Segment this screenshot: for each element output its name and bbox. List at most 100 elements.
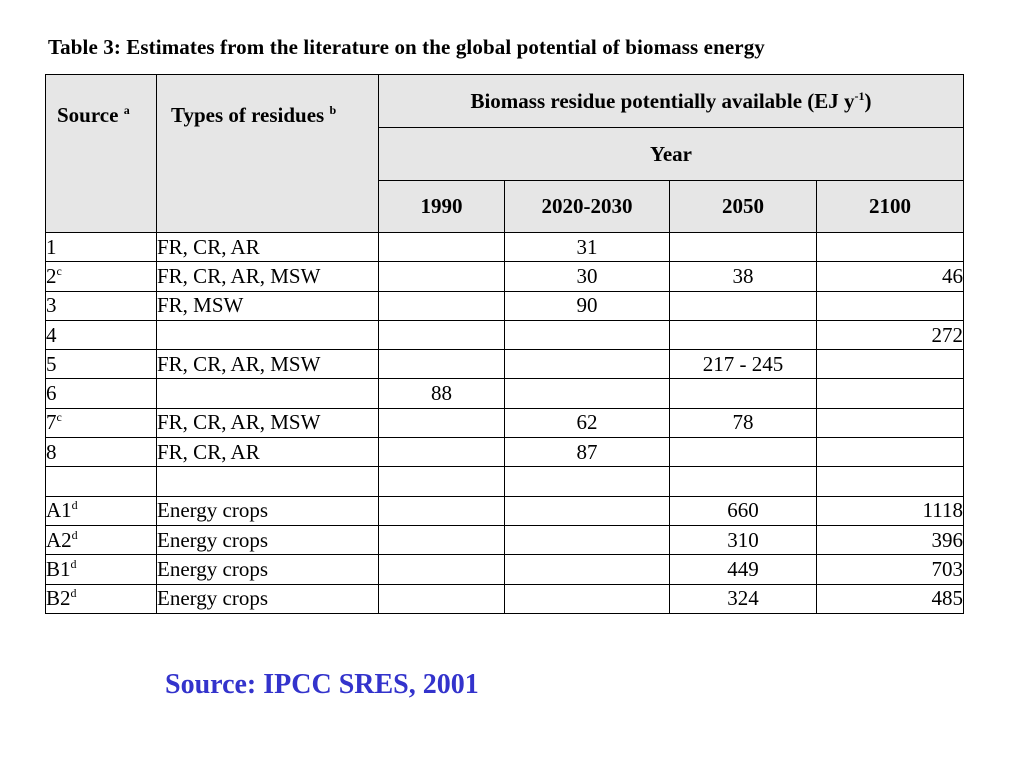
table-row: A1d Energy crops 660 1118 xyxy=(45,495,964,526)
cell-2020-2030 xyxy=(504,466,670,497)
header-biomass-sup: -1 xyxy=(854,88,865,103)
cell-types: FR, CR, AR xyxy=(156,437,379,468)
header-source-label: Source xyxy=(57,103,119,127)
cell-source: 2c xyxy=(45,261,157,292)
table-row: 1 FR, CR, AR 31 xyxy=(45,231,964,263)
cell-types: FR, CR, AR, MSW xyxy=(156,261,379,292)
cell-2020-2030 xyxy=(504,495,670,526)
cell-2100: 703 xyxy=(816,554,964,585)
header-biomass-label: Biomass residue potentially available (E… xyxy=(470,88,855,113)
cell-source: 7c xyxy=(45,407,157,439)
cell-source-sup: d xyxy=(71,527,78,542)
cell-source: 8 xyxy=(45,437,157,468)
table-row: 7c FR, CR, AR, MSW 62 78 xyxy=(45,407,964,439)
header-biomass-close: ) xyxy=(864,88,872,113)
cell-source-sup: d xyxy=(70,556,77,571)
cell-2100: 272 xyxy=(816,319,964,351)
cell-2020-2030: 90 xyxy=(504,290,670,321)
table-row: 2c FR, CR, AR, MSW 30 38 46 xyxy=(45,261,964,292)
cell-1990 xyxy=(378,466,505,497)
cell-source: 5 xyxy=(45,349,157,380)
cell-source-label: A1 xyxy=(46,498,72,523)
header-year-2050: 2050 xyxy=(669,180,817,233)
cell-1990 xyxy=(378,554,505,585)
cell-2020-2030 xyxy=(504,349,670,380)
cell-types: FR, CR, AR, MSW xyxy=(156,349,379,380)
cell-2050: 449 xyxy=(669,554,817,585)
cell-1990: 88 xyxy=(378,378,505,409)
cell-2100 xyxy=(816,466,964,497)
cell-1990 xyxy=(378,495,505,526)
cell-2100 xyxy=(816,290,964,321)
cell-source xyxy=(45,466,157,497)
cell-source-label: 5 xyxy=(46,351,57,376)
cell-2050: 78 xyxy=(669,407,817,439)
cell-2020-2030: 62 xyxy=(504,407,670,439)
cell-types xyxy=(156,378,379,409)
header-source: Source a xyxy=(45,74,157,233)
cell-2050 xyxy=(669,378,817,409)
table-row: 3 FR, MSW 90 xyxy=(45,290,964,321)
header-year-2100: 2100 xyxy=(816,180,964,233)
cell-source-label: 6 xyxy=(46,381,57,406)
cell-2100 xyxy=(816,378,964,409)
header-types-sup: b xyxy=(329,103,337,117)
cell-source: B2d xyxy=(45,583,157,614)
cell-2050: 38 xyxy=(669,261,817,292)
cell-source-sup: c xyxy=(56,263,62,278)
cell-types: Energy crops xyxy=(156,554,379,585)
cell-types: FR, CR, AR, MSW xyxy=(156,407,379,439)
source-citation: Source: IPCC SRES, 2001 xyxy=(165,669,479,700)
cell-2100 xyxy=(816,407,964,439)
cell-1990 xyxy=(378,261,505,292)
cell-1990 xyxy=(378,319,505,351)
cell-2020-2030 xyxy=(504,554,670,585)
cell-source-label: 2 xyxy=(46,263,57,288)
header-biomass: Biomass residue potentially available (E… xyxy=(378,74,964,128)
cell-source-sup: d xyxy=(70,586,77,601)
table-row: 5 FR, CR, AR, MSW 217 - 245 xyxy=(45,349,964,380)
table-row: 8 FR, CR, AR 87 xyxy=(45,437,964,468)
cell-source: A1d xyxy=(45,495,157,526)
cell-source: 3 xyxy=(45,290,157,321)
cell-2020-2030: 30 xyxy=(504,261,670,292)
cell-types xyxy=(156,319,379,351)
table-row: 4 272 xyxy=(45,319,964,351)
table-row: 6 88 xyxy=(45,378,964,409)
cell-source: B1d xyxy=(45,554,157,585)
cell-types: Energy crops xyxy=(156,495,379,526)
cell-1990 xyxy=(378,231,505,263)
biomass-table: Source a Types of residues b Biomass res… xyxy=(45,74,964,614)
header-types-label: Types of residues xyxy=(171,103,325,127)
cell-types xyxy=(156,466,379,497)
cell-2020-2030 xyxy=(504,583,670,614)
cell-source-sup: c xyxy=(56,410,62,425)
table-body: 1 FR, CR, AR 31 2c FR, CR, AR, MSW 30 38 46 3 FR,… xyxy=(45,231,964,614)
table-row: B2d Energy crops 324 485 xyxy=(45,583,964,614)
cell-2100 xyxy=(816,437,964,468)
cell-2100: 485 xyxy=(816,583,964,614)
cell-1990 xyxy=(378,583,505,614)
cell-2050 xyxy=(669,231,817,263)
cell-2050: 660 xyxy=(669,495,817,526)
cell-source-label: 8 xyxy=(46,439,57,464)
cell-source: 4 xyxy=(45,319,157,351)
cell-source-label: B2 xyxy=(46,586,71,611)
header-source-sup: a xyxy=(123,103,130,117)
cell-2050: 324 xyxy=(669,583,817,614)
header-year-2020-2030: 2020-2030 xyxy=(504,180,670,233)
cell-2020-2030: 87 xyxy=(504,437,670,468)
cell-source-label: 1 xyxy=(46,234,57,259)
cell-types: Energy crops xyxy=(156,524,379,556)
cell-source-sup: d xyxy=(71,498,78,513)
cell-2100: 396 xyxy=(816,524,964,556)
cell-types: Energy crops xyxy=(156,583,379,614)
cell-1990 xyxy=(378,290,505,321)
cell-1990 xyxy=(378,437,505,468)
cell-2020-2030 xyxy=(504,319,670,351)
table-row xyxy=(45,466,964,497)
header-year: Year xyxy=(378,127,964,181)
cell-source: 1 xyxy=(45,231,157,263)
cell-2100 xyxy=(816,231,964,263)
table-row: A2d Energy crops 310 396 xyxy=(45,524,964,556)
